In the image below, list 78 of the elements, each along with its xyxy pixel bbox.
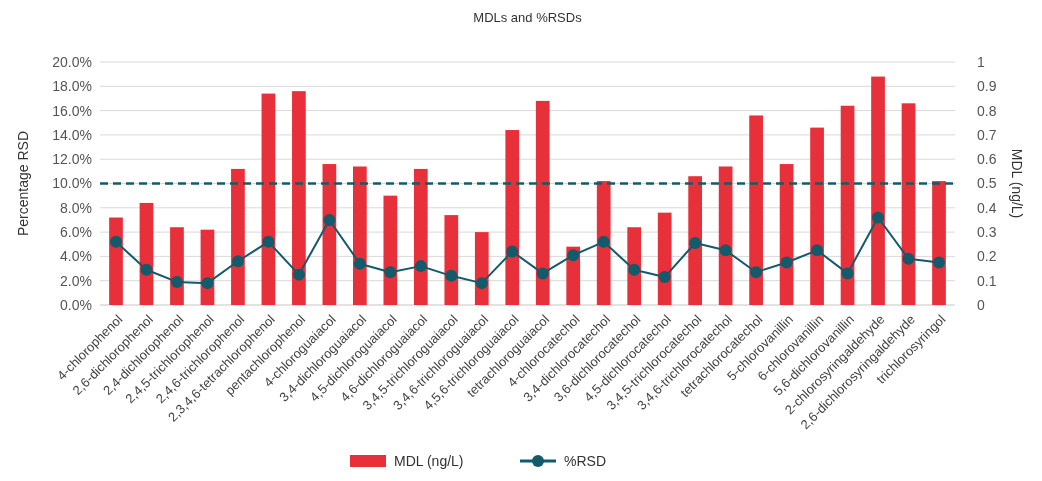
point	[902, 252, 915, 265]
y2-tick-label: 0.6	[977, 151, 997, 168]
bar	[535, 100, 550, 305]
y2-tick-label: 0.5	[977, 175, 997, 192]
point	[140, 263, 153, 276]
point	[323, 213, 336, 226]
bar	[596, 181, 611, 305]
point	[506, 245, 519, 258]
point	[414, 260, 427, 273]
y-tick-label: 2.0%	[60, 272, 92, 289]
y-tick-label: 20.0%	[52, 53, 92, 70]
point	[658, 271, 671, 284]
bar	[871, 76, 885, 305]
bar	[505, 130, 520, 305]
point	[445, 269, 458, 282]
y2-tick-label: 0.4	[977, 199, 997, 216]
bar	[444, 215, 459, 305]
point	[384, 266, 397, 279]
y2-tick-label: 0.8	[977, 102, 997, 119]
legend-label: MDL (ng/L)	[394, 452, 464, 469]
y2-tick-label: 0.2	[977, 248, 997, 265]
y2-tick-label: 1	[977, 53, 985, 70]
point	[628, 263, 641, 276]
point	[780, 256, 793, 269]
y-tick-label: 14.0%	[52, 126, 92, 143]
bar	[901, 103, 916, 305]
y-tick-label: 8.0%	[60, 199, 92, 216]
point	[750, 266, 763, 279]
point	[475, 277, 488, 290]
y2-axis-title: MDL (ng/L)	[1009, 148, 1025, 219]
y2-tick-label: 0.1	[977, 272, 997, 289]
bar	[718, 166, 733, 305]
bar	[109, 217, 123, 305]
y2-tick-label: 0.7	[977, 126, 997, 143]
bar	[353, 166, 367, 305]
bar	[779, 164, 794, 305]
point	[353, 257, 366, 270]
point	[872, 211, 885, 224]
point	[262, 235, 275, 248]
bar	[292, 91, 306, 305]
bar	[749, 115, 763, 305]
y-tick-label: 0.0%	[60, 296, 92, 313]
bar	[810, 127, 824, 305]
y2-tick-label: 0.3	[977, 224, 997, 240]
y-tick-label: 12.0%	[52, 151, 92, 168]
point	[170, 275, 183, 288]
point	[231, 255, 244, 268]
y-axis-title: Percentage RSD	[15, 130, 31, 237]
bar	[657, 212, 672, 305]
point	[597, 235, 610, 248]
point	[811, 244, 824, 257]
point	[201, 277, 214, 290]
bar	[383, 195, 398, 305]
point	[841, 267, 854, 280]
bar	[932, 181, 946, 305]
point	[567, 249, 580, 262]
bar	[840, 105, 855, 305]
legend-label: %RSD	[564, 452, 607, 469]
y2-tick-label: 0.9	[977, 78, 997, 95]
y-tick-label: 18.0%	[52, 78, 92, 95]
y-tick-label: 16.0%	[52, 102, 92, 119]
y-tick-label: 6.0%	[60, 224, 92, 240]
y-tick-label: 10.0%	[52, 175, 92, 192]
point	[292, 268, 305, 281]
y2-tick-label: 0	[977, 296, 985, 313]
point	[536, 267, 549, 280]
y-tick-label: 4.0%	[60, 248, 92, 265]
chart-title: MDLs and %RSDs	[473, 10, 583, 25]
bar	[139, 202, 154, 305]
point	[719, 244, 732, 257]
point	[689, 237, 702, 250]
point	[110, 235, 122, 248]
bar	[688, 176, 703, 305]
bar	[322, 164, 337, 305]
bar	[413, 168, 428, 305]
point	[933, 256, 945, 269]
bar	[261, 93, 276, 305]
bar	[231, 168, 245, 305]
